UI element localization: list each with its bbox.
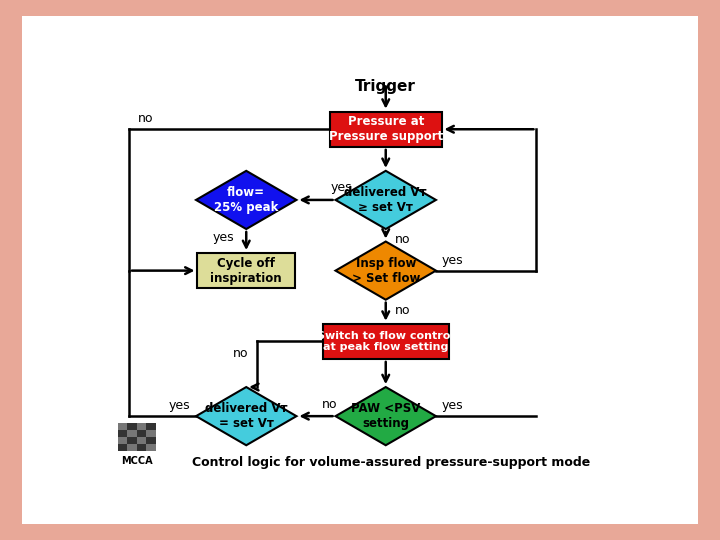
Text: delivered Vᴛ
= set Vᴛ: delivered Vᴛ = set Vᴛ — [205, 402, 287, 430]
Text: Trigger: Trigger — [355, 79, 416, 94]
Text: no: no — [395, 303, 410, 316]
Polygon shape — [336, 387, 436, 446]
Text: yes: yes — [168, 399, 190, 412]
FancyBboxPatch shape — [330, 112, 441, 147]
Text: Insp flow
> Set flow: Insp flow > Set flow — [351, 256, 420, 285]
Text: flow=
25% peak: flow= 25% peak — [214, 186, 279, 214]
Polygon shape — [196, 387, 297, 446]
Text: no: no — [233, 347, 248, 360]
Text: yes: yes — [330, 181, 352, 194]
FancyBboxPatch shape — [118, 430, 127, 437]
Text: delivered Vᴛ
≥ set Vᴛ: delivered Vᴛ ≥ set Vᴛ — [344, 186, 427, 214]
Text: MCCA: MCCA — [121, 456, 153, 465]
Text: yes: yes — [442, 399, 464, 412]
Polygon shape — [336, 171, 436, 229]
Text: Pressure at
Pressure support: Pressure at Pressure support — [328, 115, 443, 143]
Text: Control logic for volume-assured pressure-support mode: Control logic for volume-assured pressur… — [192, 456, 590, 469]
FancyBboxPatch shape — [118, 437, 127, 444]
FancyBboxPatch shape — [137, 430, 146, 437]
FancyBboxPatch shape — [118, 444, 127, 451]
Text: yes: yes — [213, 231, 235, 244]
Text: no: no — [395, 233, 410, 246]
Text: Cycle off
inspiration: Cycle off inspiration — [210, 256, 282, 285]
FancyBboxPatch shape — [146, 437, 156, 444]
FancyBboxPatch shape — [137, 437, 146, 444]
FancyBboxPatch shape — [137, 444, 146, 451]
FancyBboxPatch shape — [146, 423, 156, 430]
Text: no: no — [138, 112, 153, 125]
Polygon shape — [196, 171, 297, 229]
FancyBboxPatch shape — [137, 423, 146, 430]
FancyBboxPatch shape — [197, 253, 295, 288]
Polygon shape — [336, 241, 436, 300]
FancyBboxPatch shape — [146, 444, 156, 451]
Text: PAW <PSV
setting: PAW <PSV setting — [351, 402, 420, 430]
FancyBboxPatch shape — [146, 430, 156, 437]
Text: Switch to flow control
at peak flow setting: Switch to flow control at peak flow sett… — [318, 330, 454, 352]
FancyBboxPatch shape — [323, 323, 449, 359]
FancyBboxPatch shape — [127, 444, 137, 451]
FancyBboxPatch shape — [127, 423, 137, 430]
FancyBboxPatch shape — [127, 430, 137, 437]
FancyBboxPatch shape — [127, 437, 137, 444]
Text: no: no — [322, 398, 338, 411]
Text: yes: yes — [442, 254, 464, 267]
FancyBboxPatch shape — [118, 423, 127, 430]
